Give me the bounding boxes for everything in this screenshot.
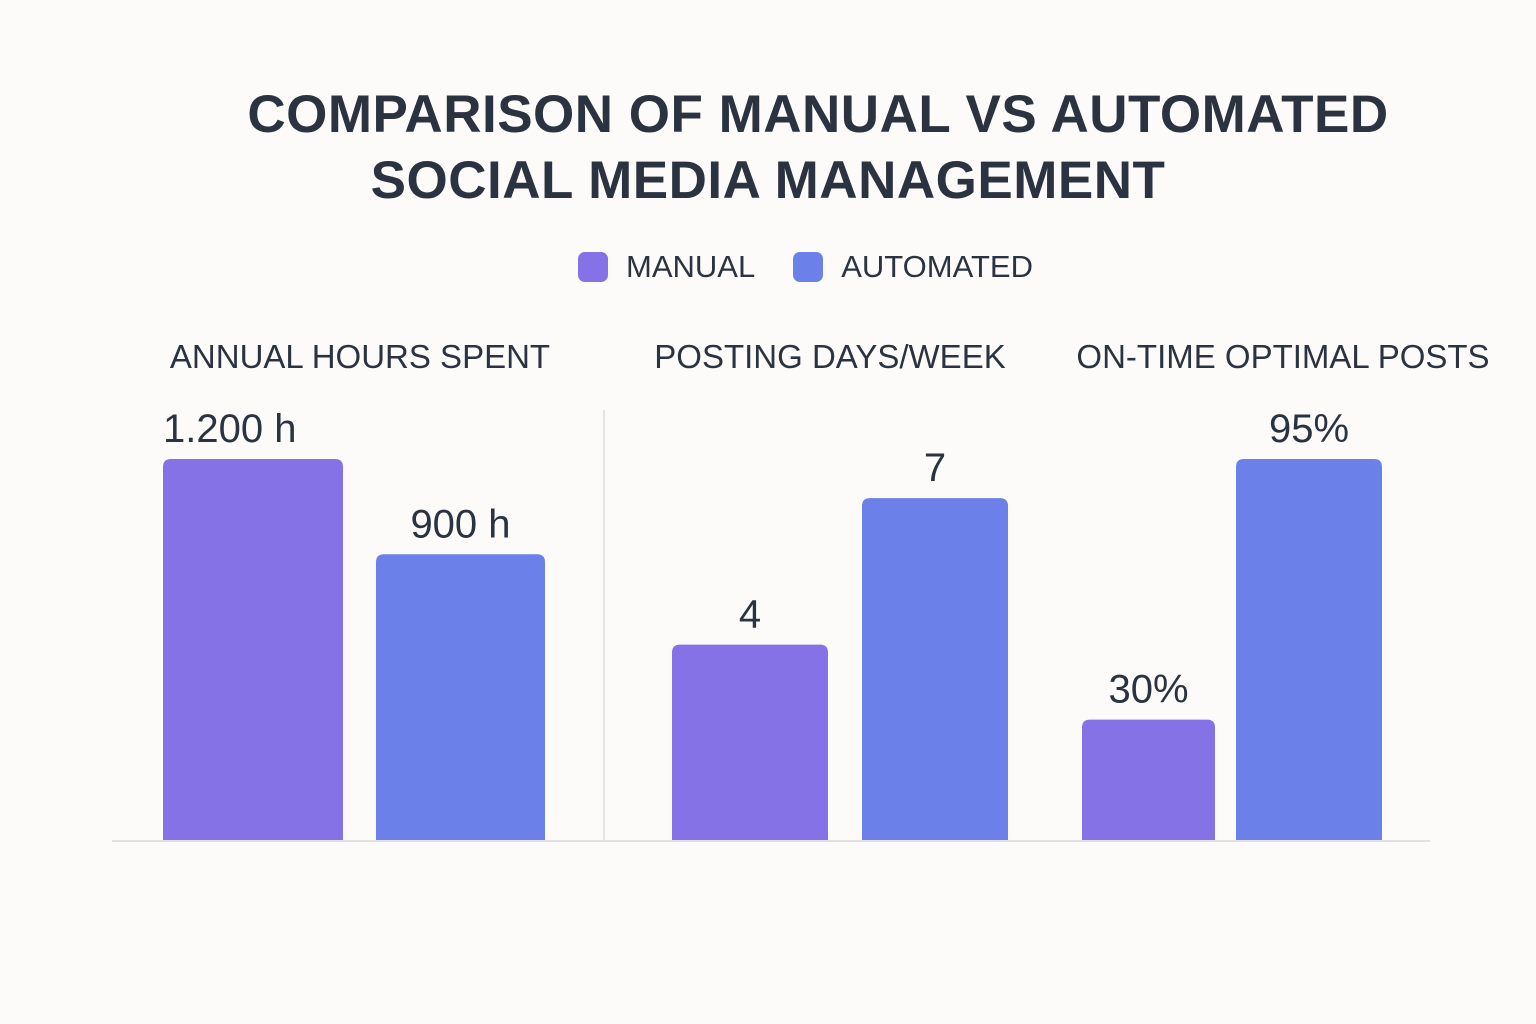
panel-title: ON-TIME OPTIMAL POSTS [1076,338,1489,375]
data-label: 1.200 h [163,407,296,451]
chart-title-line-1: COMPARISON OF MANUAL VS AUTOMATED [247,85,1389,144]
data-label: 4 [739,593,761,637]
data-label: 900 h [410,502,510,546]
panel-title: POSTING DAYS/WEEK [654,338,1005,375]
legend: MANUAL AUTOMATED [578,249,1071,285]
legend-label-manual: MANUAL [626,249,756,284]
chart-title-line-2: SOCIAL MEDIA MANAGEMENT [370,151,1166,210]
bar-manual [672,644,828,840]
data-label: 30% [1108,668,1188,712]
bar-automated [376,554,545,840]
data-label: 7 [924,446,946,490]
legend-label-automated: AUTOMATED [841,249,1033,284]
data-label: 95% [1269,407,1349,451]
bar-automated [862,498,1008,840]
panel-title: ANNUAL HOURS SPENT [170,338,550,375]
legend-swatch-automated [793,252,824,282]
bar-automated [1236,459,1382,840]
bar-manual [163,459,343,840]
legend-swatch-manual [578,252,608,282]
bar-manual [1082,719,1215,840]
